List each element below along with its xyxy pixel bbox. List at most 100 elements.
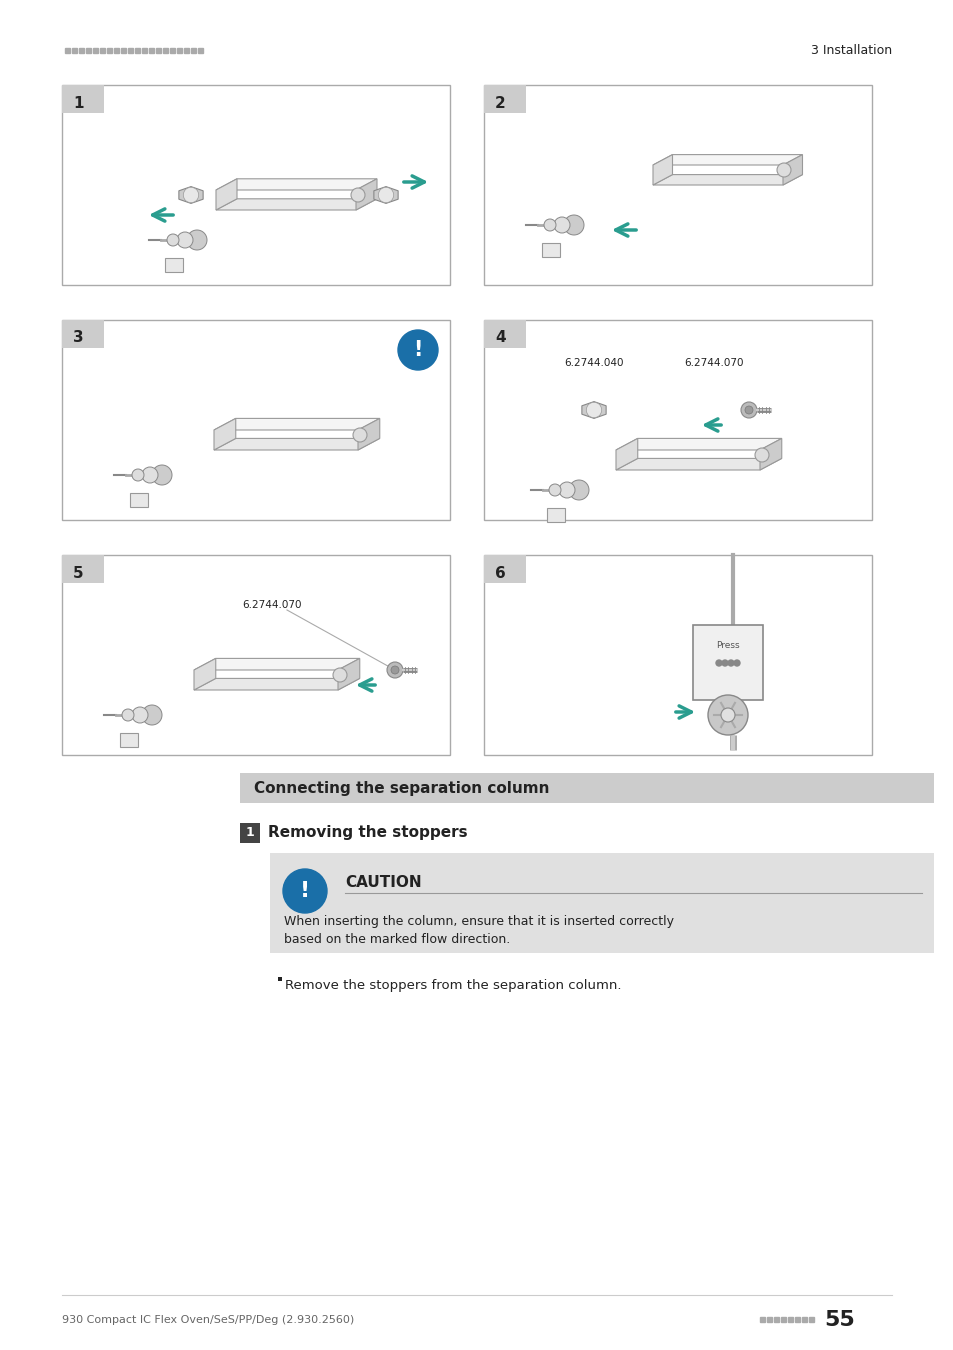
Circle shape <box>391 666 398 674</box>
Text: !: ! <box>413 340 422 360</box>
Bar <box>165 258 183 271</box>
Bar <box>794 1318 800 1322</box>
Bar <box>240 824 260 842</box>
Bar <box>128 47 132 53</box>
Text: 5: 5 <box>73 566 84 580</box>
Text: 3 Installation: 3 Installation <box>810 43 891 57</box>
Circle shape <box>122 709 133 721</box>
Bar <box>483 555 525 583</box>
Circle shape <box>558 482 575 498</box>
Polygon shape <box>760 439 781 470</box>
Bar <box>113 47 119 53</box>
Bar <box>773 1318 779 1322</box>
Bar <box>277 977 282 981</box>
Bar <box>92 47 98 53</box>
Polygon shape <box>213 418 379 431</box>
Bar <box>170 47 174 53</box>
Bar <box>184 47 189 53</box>
Polygon shape <box>215 198 376 211</box>
Text: Connecting the separation column: Connecting the separation column <box>253 780 549 795</box>
Circle shape <box>142 705 162 725</box>
Text: 6.2744.070: 6.2744.070 <box>683 358 742 369</box>
Polygon shape <box>193 659 359 670</box>
Text: 6: 6 <box>495 566 505 580</box>
Circle shape <box>353 428 367 441</box>
Bar <box>79 47 84 53</box>
Bar <box>177 47 182 53</box>
Polygon shape <box>652 155 801 165</box>
Polygon shape <box>374 186 397 204</box>
Text: 2: 2 <box>495 96 505 111</box>
Circle shape <box>744 406 752 414</box>
Polygon shape <box>215 178 236 211</box>
Circle shape <box>716 660 721 666</box>
Circle shape <box>733 660 740 666</box>
Circle shape <box>142 467 158 483</box>
Polygon shape <box>215 178 376 190</box>
Text: When inserting the column, ensure that it is inserted correctly: When inserting the column, ensure that i… <box>284 915 673 927</box>
Bar <box>483 85 525 113</box>
Polygon shape <box>355 178 376 211</box>
Circle shape <box>554 217 569 234</box>
Circle shape <box>183 188 198 202</box>
Circle shape <box>167 234 179 246</box>
Polygon shape <box>357 418 379 450</box>
Bar <box>483 320 871 520</box>
Bar <box>62 555 450 755</box>
Bar <box>100 47 105 53</box>
Text: Remove the stoppers from the separation column.: Remove the stoppers from the separation … <box>285 979 620 992</box>
Bar <box>62 320 450 520</box>
Bar <box>86 47 91 53</box>
Bar <box>781 1318 785 1322</box>
Bar <box>483 320 525 348</box>
Circle shape <box>740 402 757 418</box>
Bar <box>191 47 195 53</box>
Bar <box>240 774 933 803</box>
Circle shape <box>132 707 148 724</box>
Bar <box>121 47 126 53</box>
Bar <box>149 47 153 53</box>
Text: !: ! <box>299 882 310 900</box>
Circle shape <box>187 230 207 250</box>
Circle shape <box>548 485 560 495</box>
Circle shape <box>727 660 733 666</box>
Circle shape <box>563 215 583 235</box>
Text: CAUTION: CAUTION <box>345 875 421 890</box>
Bar <box>766 1318 771 1322</box>
Text: Press: Press <box>716 640 739 649</box>
Circle shape <box>707 695 747 734</box>
Text: 4: 4 <box>495 331 505 346</box>
Polygon shape <box>652 174 801 185</box>
Text: 6.2744.070: 6.2744.070 <box>242 599 301 610</box>
Text: 1: 1 <box>245 826 254 840</box>
Polygon shape <box>652 155 672 185</box>
Bar <box>198 47 203 53</box>
Bar <box>787 1318 792 1322</box>
Circle shape <box>568 481 588 500</box>
Polygon shape <box>616 439 781 450</box>
Circle shape <box>132 468 144 481</box>
Bar <box>760 1318 764 1322</box>
Circle shape <box>586 402 601 417</box>
Polygon shape <box>213 418 235 450</box>
Bar <box>135 47 140 53</box>
Circle shape <box>283 869 327 913</box>
Text: based on the marked flow direction.: based on the marked flow direction. <box>284 933 510 946</box>
Polygon shape <box>193 679 359 690</box>
Circle shape <box>351 188 365 202</box>
Bar <box>130 493 148 508</box>
Polygon shape <box>616 459 781 470</box>
Circle shape <box>333 668 347 682</box>
Bar <box>107 47 112 53</box>
Bar <box>270 853 933 953</box>
Bar <box>156 47 161 53</box>
Polygon shape <box>179 186 203 204</box>
Text: 1: 1 <box>73 96 84 111</box>
Circle shape <box>754 448 768 462</box>
Text: 930 Compact IC Flex Oven/SeS/PP/Deg (2.930.2560): 930 Compact IC Flex Oven/SeS/PP/Deg (2.9… <box>62 1315 354 1324</box>
Bar <box>808 1318 813 1322</box>
Circle shape <box>720 707 734 722</box>
Circle shape <box>776 163 790 177</box>
Polygon shape <box>616 439 638 470</box>
Circle shape <box>387 662 402 678</box>
